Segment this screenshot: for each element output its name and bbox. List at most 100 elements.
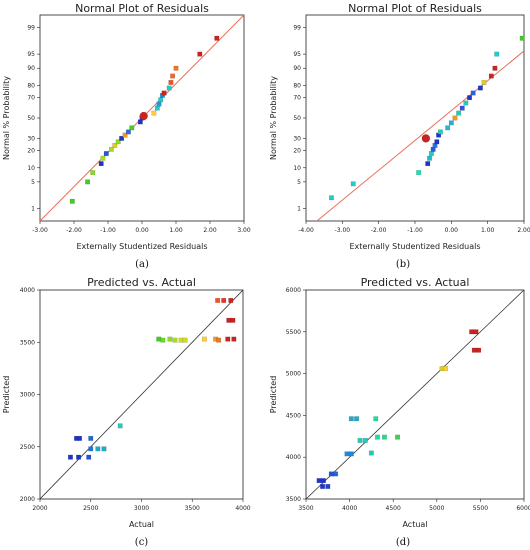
data-point	[214, 35, 220, 41]
panel-caption: (d)	[396, 537, 410, 548]
data-point	[90, 170, 96, 176]
x-tick-label: 4000	[235, 505, 250, 512]
y-tick-label: 95	[27, 51, 35, 58]
data-point	[101, 446, 107, 452]
x-tick-label: -3.00	[32, 227, 48, 234]
x-tick-label: 3000	[134, 505, 149, 512]
data-point	[463, 100, 469, 106]
data-point	[357, 438, 363, 443]
panel-caption: (c)	[135, 537, 149, 548]
y-tick-label: 1	[31, 205, 35, 212]
data-point	[151, 110, 157, 116]
data-point	[88, 435, 94, 441]
data-point	[492, 65, 498, 71]
data-point	[488, 73, 494, 79]
data-point	[108, 146, 114, 152]
data-point	[178, 337, 184, 343]
y-tick-label: 70	[27, 95, 35, 102]
data-point	[437, 129, 443, 135]
y-tick-label: 50	[293, 115, 301, 122]
plot-frame	[305, 289, 525, 500]
data-point	[467, 95, 472, 101]
x-axis-label: Externally Studentized Residuals	[76, 242, 207, 251]
y-axis-label: Normal % Probability	[2, 76, 11, 160]
x-tick-label: 3500	[298, 505, 313, 512]
y-tick-label: 80	[27, 82, 35, 89]
data-point	[125, 129, 131, 135]
plot-frame	[305, 14, 525, 222]
data-point	[368, 450, 374, 456]
data-point	[481, 79, 487, 85]
x-tick-label: 1.00	[481, 227, 495, 234]
data-point	[197, 51, 203, 57]
data-point	[112, 142, 118, 148]
x-tick-label: 0.00	[445, 227, 459, 234]
data-point	[494, 51, 500, 57]
data-point	[119, 135, 125, 141]
data-point	[172, 337, 178, 343]
y-tick-label: 20	[27, 148, 35, 155]
x-tick-label: -2.00	[371, 227, 387, 234]
data-point	[427, 155, 432, 161]
reference-line	[40, 290, 243, 499]
x-axis-label: Actual	[129, 520, 154, 529]
chart-title: Predicted vs. Actual	[87, 276, 196, 289]
data-point	[320, 484, 326, 489]
panel-caption: (b)	[396, 259, 410, 270]
data-point	[117, 423, 123, 429]
y-axis-label: Predicted	[269, 376, 278, 414]
data-point	[344, 451, 350, 457]
data-point	[443, 366, 448, 372]
data-point	[382, 434, 387, 440]
y-tick-label: 4000	[286, 454, 301, 461]
data-point	[115, 139, 121, 145]
data-point	[228, 298, 234, 303]
x-tick-label: 1.00	[169, 227, 183, 234]
y-tick-label: 4000	[20, 287, 35, 294]
x-tick-label: 2.00	[517, 227, 530, 234]
data-point	[373, 416, 379, 422]
highlight-point	[421, 134, 431, 143]
data-point	[328, 195, 334, 201]
data-point	[100, 155, 106, 161]
x-tick-label: 2.00	[203, 227, 217, 234]
x-tick-label: -1.00	[100, 227, 116, 234]
data-point	[471, 347, 477, 353]
y-axis-label: Predicted	[2, 376, 11, 414]
reference-line	[316, 50, 524, 221]
data-point	[173, 65, 179, 71]
x-tick-label: 4500	[386, 505, 401, 512]
data-point	[88, 446, 94, 452]
data-point	[215, 298, 221, 303]
y-tick-label: 20	[293, 148, 301, 155]
y-tick-label: 3500	[286, 496, 301, 503]
data-point	[354, 416, 360, 422]
data-point	[519, 35, 525, 41]
y-tick-label: 99	[293, 25, 301, 32]
data-point	[103, 151, 109, 157]
x-tick-label: -4.00	[298, 227, 314, 234]
y-tick-label: 3500	[20, 339, 35, 346]
data-point	[425, 161, 431, 167]
data-point	[473, 329, 479, 335]
data-point	[226, 317, 232, 323]
panel-c: Predicted vs. Actual 2000 2500 3000 3500 4000…	[2, 276, 251, 548]
data-point	[333, 471, 339, 477]
data-point	[158, 97, 164, 103]
data-point	[129, 125, 135, 131]
y-tick-label: 50	[27, 115, 35, 122]
data-point	[476, 347, 482, 353]
data-point	[445, 125, 451, 131]
data-point	[320, 478, 326, 484]
y-tick-label: 5000	[286, 371, 301, 378]
data-point	[85, 179, 91, 185]
data-point	[216, 337, 222, 343]
x-axis-label: Actual	[402, 520, 427, 529]
data-point	[456, 110, 462, 116]
data-point	[168, 79, 174, 85]
x-tick-label: 5000	[429, 505, 444, 512]
chart-title: Normal Plot of Residuals	[348, 2, 482, 15]
data-point	[160, 337, 166, 343]
y-tick-label: 4500	[286, 412, 301, 419]
x-tick-label: 2500	[83, 505, 98, 512]
